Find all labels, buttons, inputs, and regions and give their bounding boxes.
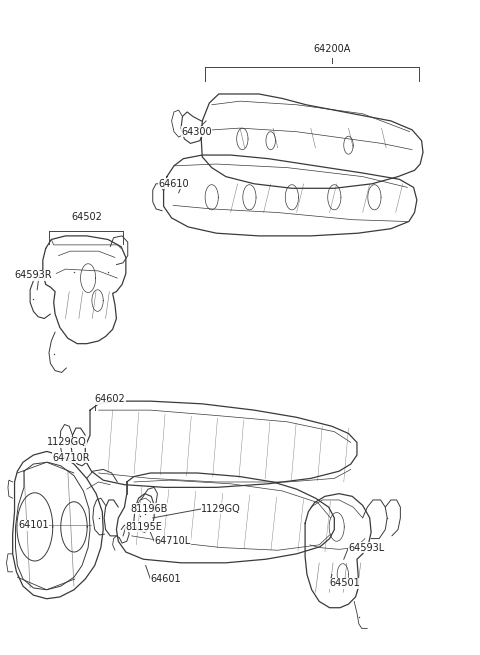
Text: 1129GQ: 1129GQ xyxy=(47,438,86,447)
Text: 64593R: 64593R xyxy=(14,271,52,280)
Text: 64101: 64101 xyxy=(18,520,49,530)
Text: 64710L: 64710L xyxy=(154,536,191,546)
Text: 1129GQ: 1129GQ xyxy=(201,504,241,514)
Text: 81196B: 81196B xyxy=(131,504,168,514)
Text: 64602: 64602 xyxy=(95,394,125,404)
Text: 64610: 64610 xyxy=(159,179,190,189)
Text: 64501: 64501 xyxy=(330,578,360,588)
Text: 64300: 64300 xyxy=(181,126,212,137)
Text: 64502: 64502 xyxy=(71,212,102,221)
Text: 81195E: 81195E xyxy=(126,522,163,532)
Text: 64710R: 64710R xyxy=(52,453,90,462)
Text: 64601: 64601 xyxy=(150,574,181,584)
Text: 64200A: 64200A xyxy=(313,44,351,54)
Text: 64593L: 64593L xyxy=(348,542,385,553)
